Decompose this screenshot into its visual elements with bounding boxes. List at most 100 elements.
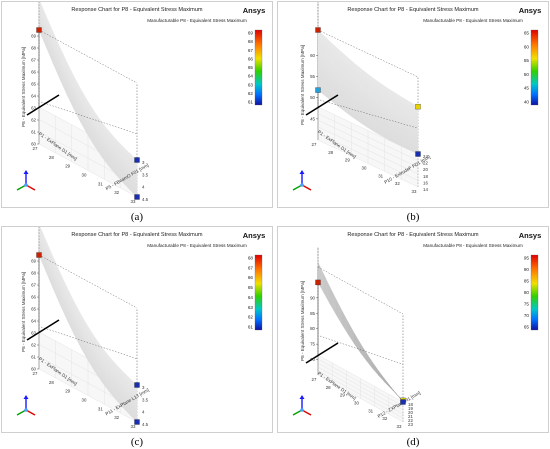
z-tick-label: 80 [310,326,315,331]
data-point-marker [134,157,140,163]
y-tick-label: 14 [423,187,428,192]
ansys-logo: Ansys [519,231,542,240]
z-tick-label: 70 [310,357,315,362]
floor-grid-line [317,370,404,419]
colorbar-tick-label: 80 [524,290,530,295]
projection-line [38,254,138,309]
colorbar [254,254,263,331]
colorbar [530,254,539,331]
x-tick-label: 32 [114,190,119,195]
z-tick-label: 62 [31,118,36,123]
x-tick-label: 32 [114,415,119,420]
colorbar [530,29,539,106]
x-tick-label: 32 [382,416,387,421]
z-tick-label: 60 [31,367,36,372]
x-tick-label: 30 [82,173,87,178]
chart-panel-b: Response Chart for P8 - Equivalent Stres… [277,1,549,208]
triad-origin [300,408,304,412]
y-tick-label: 18 [423,174,428,179]
colorbar-tick-label: 68 [248,39,254,44]
z-tick-label: 67 [31,283,36,288]
ansys-logo: Ansys [243,6,266,15]
colorbar-tick-label: 75 [524,302,530,307]
colorbar-tick-label: 50 [524,72,530,77]
z-tick-label: 60 [31,142,36,147]
ansys-logo: Ansys [243,231,266,240]
colorbar-tick-label: 60 [524,44,530,49]
caption-d: (d) [406,436,420,448]
data-point-marker [36,27,42,33]
y-tick-label: 20 [408,410,413,415]
floor-grid-line [317,354,404,403]
colorbar-tick-label: 90 [524,267,530,272]
y-tick-label: 3 [142,385,145,390]
floor-grid-line [317,139,419,188]
z-tick-label: 75 [310,342,315,347]
z-tick-label: 50 [310,95,315,100]
chart-svg-a: Response Chart for P8 - Equivalent Stres… [16,2,266,204]
triad-z-head [299,395,305,399]
data-point-marker [315,87,321,93]
y-tick-label: 24 [423,154,428,159]
x-tick-label: 27 [33,371,38,376]
colorbar-tick-label: 64 [248,295,254,300]
chart-title: Response Chart for P8 - Equivalent Stres… [71,7,203,13]
z-tick-label: 69 [31,259,36,264]
ansys-logo: Ansys [519,6,542,15]
x-tick-label: 31 [98,181,103,186]
colorbar-tick-label: 66 [248,275,254,280]
x-tick-label: 33 [397,424,402,429]
triad-origin [300,183,304,187]
z-tick-label: 66 [31,295,36,300]
y-tick-label: 18 [408,402,413,407]
x-tick-label: 28 [326,385,331,390]
colorbar-tick-label: 63 [248,305,254,310]
x-tick-label: 33 [131,199,136,204]
z-tick-label: 60 [310,53,315,58]
data-point-marker [36,252,42,258]
z-axis-label: P8 - Equivalent Stress Maximum [MPa] [300,281,305,361]
colorbar-tick-label: 61 [248,325,254,330]
chart-panel-a: Response Chart for P8 - Equivalent Stres… [1,1,273,208]
axis-thick-line [26,319,60,341]
z-tick-label: 61 [31,355,36,360]
triad-z-head [299,170,305,174]
y-tick-label: 4.5 [142,197,149,202]
x-tick-label: 29 [65,389,70,394]
caption-b: (b) [406,211,420,223]
z-tick-label: 65 [31,307,36,312]
x-tick-label: 30 [354,401,359,406]
colorbar [254,29,263,106]
x-tick-label: 29 [65,164,70,169]
floor-grid-line [317,374,404,423]
colorbar-tick-label: 62 [248,91,254,96]
chart-plot-a: 606162636465666768692728293031323333.544… [16,2,263,204]
triad-origin [24,408,28,412]
y-tick-label: 21 [408,414,413,419]
z-tick-label: 62 [31,343,36,348]
colorbar-tick-label: 67 [248,265,254,270]
x-tick-label: 27 [312,142,317,147]
colorbar-tick-label: 40 [524,100,530,105]
projection-line [319,99,419,129]
z-tick-label: 85 [310,311,315,316]
x-tick-label: 31 [98,406,103,411]
floor-grid-line [317,113,419,161]
data-point-marker [315,279,321,286]
data-point-marker [415,103,421,110]
triad-z-head [23,395,29,399]
colorbar-tick-label: 61 [248,100,254,105]
x-tick-label: 29 [340,393,345,398]
projection-line [38,29,138,84]
x-tick-label: 30 [82,398,87,403]
y-tick-label: 4 [142,185,145,190]
projection-line [317,266,404,315]
colorbar-tick-label: 68 [248,256,254,261]
z-tick-label: 61 [31,130,36,135]
colorbar-tick-label: 65 [248,285,254,290]
data-point-marker [134,419,140,425]
y-tick-label: 19 [408,406,413,411]
colorbar-tick-label: 45 [524,86,530,91]
chart-legend: Manufacturable P8 - Equivalent Stress Ma… [423,243,523,248]
caption-c: (c) [130,436,144,448]
